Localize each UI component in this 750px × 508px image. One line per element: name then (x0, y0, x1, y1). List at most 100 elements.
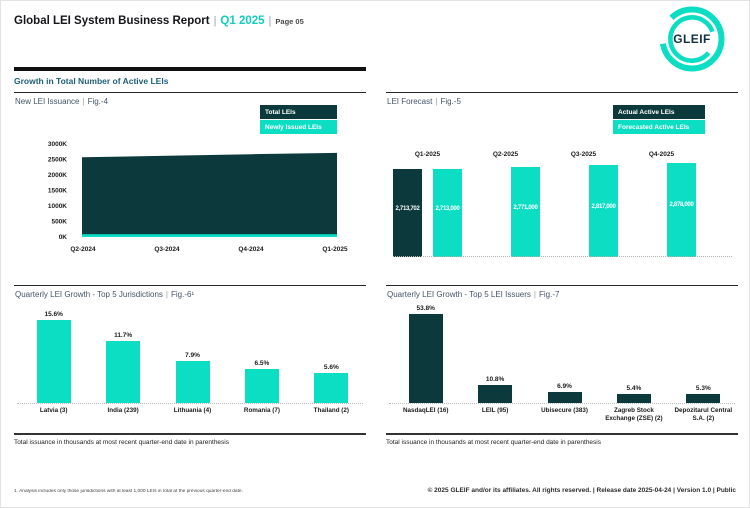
chart-title-fig4: New LEI Issuance | Fig.-4 (15, 97, 366, 106)
panel-lei-forecast: LEI Forecast | Fig.-5 Actual Active LEIs F… (386, 92, 738, 285)
newly-issued-area (82, 234, 337, 237)
issuer-bar (686, 394, 721, 403)
panel-top5-issuers: Quarterly LEI Growth - Top 5 LEI Issuers… (386, 285, 738, 446)
y-axis-tick: 3000K (48, 141, 67, 148)
bar-percent-label: 5.6% (323, 364, 339, 372)
bar-column: 5.6% (297, 364, 366, 403)
bar-percent-label: 53.8% (416, 304, 435, 312)
bar-percent-label: 10.8% (485, 376, 505, 384)
bar-column: 15.6% (19, 311, 88, 403)
issuer-bars: 53.8% 10.8% 6.9% 5.4% 5.3% (386, 304, 738, 403)
figure-label: Fig.-4 (87, 97, 109, 106)
bar-value-label: 2,771,000 (513, 204, 538, 211)
category-label: Lithuania (4) (173, 407, 212, 414)
chart-title-text: LEI Forecast (387, 97, 433, 106)
logo-outer-ring (659, 6, 725, 72)
bar-percent-label: 7.9% (185, 352, 200, 360)
report-period: Q1 2025 (220, 15, 265, 27)
legend-item-total-leis: Total LEIs (260, 105, 337, 119)
figure-label: Fig.-5 (440, 97, 461, 106)
bar-value-label: 2,817,000 (591, 203, 616, 210)
y-axis-tick: 2500K (48, 157, 67, 164)
gleif-logo-icon: GLEIF (659, 6, 725, 72)
forecast-bar-pair: 2,771,000 (471, 163, 540, 257)
report-header: Global LEI System Business Report | Q1 202… (14, 11, 304, 29)
issuer-bar (478, 385, 513, 403)
header-separator: | (213, 15, 217, 27)
jurisdiction-bar (106, 341, 141, 403)
y-axis-tick: 1000K (48, 203, 67, 210)
forecast-group: Q1-2025 2,713,702 2,713,000 (393, 151, 462, 257)
forecast-bar-pair: 2,878,000 (627, 163, 696, 257)
logo-text: GLEIF (673, 32, 711, 46)
category-label: NasdaqLEI (16) (402, 407, 449, 414)
jurisdiction-bar (36, 320, 71, 403)
forecast-quarter-label: Q4-2025 (648, 151, 675, 158)
bar-column: 5.4% (599, 385, 668, 403)
x-axis-label: Q3-2024 (154, 246, 180, 253)
title-separator: | (533, 290, 536, 299)
forecast-bar: 2,713,000 (433, 169, 462, 257)
issuer-bar (616, 394, 651, 403)
bar-column: 5.3% (669, 385, 738, 403)
legend-item-newly-issued: Newly Issued LEIs (260, 120, 337, 134)
issuer-category-labels: NasdaqLEI (16) LEIL (95) Ubisecure (383) Za… (386, 407, 738, 424)
category-label: Ubisecure (383) (541, 407, 588, 414)
bar-value-label: 2,713,702 (395, 205, 420, 212)
x-axis-label: Q4-2024 (238, 246, 264, 253)
issuer-bar (408, 313, 443, 403)
forecast-quarter-label: Q2-2025 (492, 151, 519, 158)
jurisdiction-bars: 15.6% 11.7% 7.9% 6.5% 5.6% (14, 307, 366, 403)
legend-fig4: Total LEIs Newly Issued LEIs (260, 105, 337, 135)
bar-value-label: 2,878,000 (669, 202, 694, 209)
y-axis-tick: 500K (51, 219, 67, 226)
panel-top5-jurisdictions: Quarterly LEI Growth - Top 5 Jurisdictio… (14, 285, 366, 446)
forecast-bar-groups: Q1-2025 2,713,702 2,713,000 Q2-2025 2,771,00… (393, 151, 696, 257)
bar-percent-label: 5.3% (695, 385, 711, 393)
jurisdiction-category-labels: Latvia (3) India (239) Lithuania (4) Romani… (14, 407, 366, 424)
footnote: 1. Analysis includes only those jurisdic… (14, 489, 243, 494)
bar-percent-label: 15.6% (44, 311, 63, 319)
panel-new-lei-issuance: New LEI Issuance | Fig.-4 Total LEIs Newly… (14, 92, 366, 285)
bar-value-label: 2,713,000 (435, 205, 460, 212)
legend-item-actual: Actual Active LEIs (613, 105, 705, 119)
chart-title-text: Quarterly LEI Growth - Top 5 Jurisdictio… (15, 290, 163, 299)
header-rule (14, 67, 366, 71)
copyright-line: © 2025 GLEIF and/or its affiliates. All … (427, 487, 736, 494)
total-leis-area (82, 152, 337, 237)
bar-column: 11.7% (88, 332, 157, 403)
forecast-quarter-label: Q3-2025 (570, 151, 597, 158)
jurisdiction-bar (175, 361, 210, 403)
section-title: Growth in Total Number of Active LEIs (14, 76, 169, 86)
chart-caption: Total issuance in thousands at most rece… (386, 439, 601, 446)
forecast-bar: 2,878,000 (667, 163, 696, 257)
bar-column: 7.9% (158, 352, 227, 403)
title-separator: | (165, 290, 168, 299)
page-number: Page 05 (275, 17, 304, 26)
legend-item-forecasted: Forecasted Active LEIs (613, 120, 705, 134)
bar-percent-label: 11.7% (114, 332, 133, 339)
category-label: Romania (7) (243, 407, 280, 414)
x-axis-label: Q1-2025 (322, 246, 348, 253)
title-separator: | (435, 97, 438, 106)
y-axis-tick: 0K (59, 234, 68, 241)
jurisdiction-bar (244, 368, 279, 403)
logo-inner-ring (668, 15, 716, 63)
category-label: India (239) (107, 407, 139, 414)
x-axis-label: Q2-2024 (70, 246, 96, 253)
legend-fig5: Actual Active LEIs Forecasted Active LEI… (613, 105, 705, 135)
bar-percent-label: 5.4% (626, 385, 642, 392)
report-title: Global LEI System Business Report (14, 15, 210, 27)
forecast-bar-pair: 2,713,702 2,713,000 (393, 163, 462, 257)
chart-title-fig6: Quarterly LEI Growth - Top 5 Jurisdictio… (15, 290, 366, 299)
category-label: LEIL (95) (481, 407, 509, 414)
figure-label: Fig.-7 (539, 290, 560, 299)
bar-column: 10.8% (460, 376, 529, 403)
y-axis-tick: 2000K (48, 172, 67, 179)
forecast-quarter-label: Q1-2025 (414, 151, 441, 158)
x-axis-baseline (17, 403, 363, 404)
caption-divider (14, 433, 366, 435)
caption-divider (386, 433, 738, 435)
chart-title-text: New LEI Issuance (15, 97, 80, 106)
chart-title-fig7: Quarterly LEI Growth - Top 5 LEI Issuers… (387, 290, 738, 299)
